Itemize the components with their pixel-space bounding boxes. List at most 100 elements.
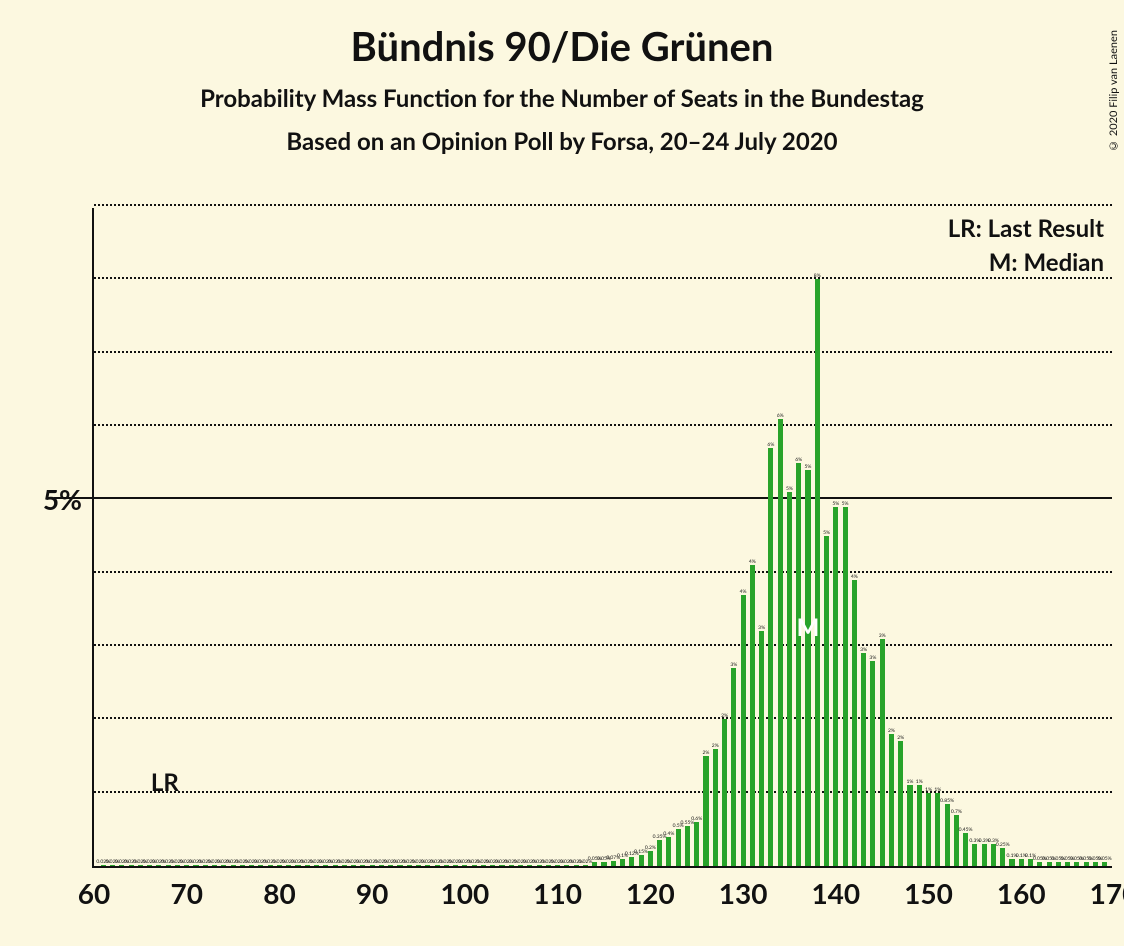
bar-value-label: 4% xyxy=(740,589,747,595)
histogram-bar: 0.02% xyxy=(546,865,551,866)
histogram-bar: 5% xyxy=(824,536,829,866)
histogram-bar: 5% xyxy=(843,507,848,866)
histogram-bar: 6% xyxy=(796,463,801,866)
histogram-bar: 0.02% xyxy=(323,865,328,866)
x-axis-tick: 80 xyxy=(263,876,295,910)
histogram-bar: 0.02% xyxy=(147,865,152,866)
histogram-bar: 0.35% xyxy=(657,840,662,866)
histogram-bar: 0.02% xyxy=(425,865,430,866)
histogram-bar: 0.02% xyxy=(138,865,143,866)
bar-value-label: 0.05% xyxy=(1098,856,1112,862)
histogram-bar: 0.02% xyxy=(101,865,106,866)
histogram-bar: 2% xyxy=(889,734,894,866)
histogram-bar: 0.25% xyxy=(1000,848,1005,866)
bar-value-label: 3% xyxy=(879,633,886,639)
histogram-bar: 0.02% xyxy=(435,865,440,866)
histogram-bar: 0.02% xyxy=(481,865,486,866)
bar-value-label: 0.25% xyxy=(996,842,1010,848)
histogram-bar: 0.45% xyxy=(963,833,968,866)
histogram-bar: 0.2% xyxy=(648,851,653,866)
histogram-bar: 0.02% xyxy=(295,865,300,866)
bar-value-label: 2% xyxy=(897,735,904,741)
bar-value-label: 0.45% xyxy=(959,827,973,833)
legend-m: M: Median xyxy=(989,248,1104,277)
histogram-bar: 0.02% xyxy=(212,865,217,866)
bar-value-label: 0.4% xyxy=(663,831,674,837)
histogram-bar: 0.02% xyxy=(240,865,245,866)
bar-value-label: 1% xyxy=(934,787,941,793)
copyright-text: © 2020 Filip van Laenen xyxy=(1107,30,1120,152)
x-axis-tick: 160 xyxy=(997,876,1046,910)
histogram-bar: 3% xyxy=(759,631,764,866)
histogram-bar: 0.55% xyxy=(685,826,690,866)
bar-value-label: 0.2% xyxy=(645,845,656,851)
histogram-bar: 0.02% xyxy=(333,865,338,866)
histogram-bar: 0.02% xyxy=(277,865,282,866)
histogram-bar: 0.85% xyxy=(945,804,950,866)
histogram-bar: 0.1% xyxy=(620,859,625,866)
histogram-bar: 0.05% xyxy=(1093,862,1098,866)
bar-value-label: 3% xyxy=(730,662,737,668)
histogram-bar: 3% xyxy=(870,661,875,866)
x-axis-tick: 60 xyxy=(78,876,110,910)
bar-value-label: 3% xyxy=(758,625,765,631)
histogram-bar: 4% xyxy=(741,595,746,866)
histogram-bar: 0.05% xyxy=(1056,862,1061,866)
histogram-bar: 0.02% xyxy=(518,865,523,866)
bar-value-label: 4% xyxy=(749,559,756,565)
histogram-bar: 3% xyxy=(731,668,736,866)
lr-marker: LR xyxy=(151,768,179,797)
histogram-bar: 0.02% xyxy=(286,865,291,866)
histogram-bar: 0.02% xyxy=(490,865,495,866)
histogram-bar: 0.02% xyxy=(583,865,588,866)
histogram-bar: 0.05% xyxy=(1037,862,1042,866)
histogram-bar: 0.05% xyxy=(592,862,597,866)
bar-value-label: 6% xyxy=(777,413,784,419)
histogram-bar: 0.3% xyxy=(972,844,977,866)
histogram-bar: 0.05% xyxy=(1047,862,1052,866)
x-axis-tick: 90 xyxy=(356,876,388,910)
x-axis-tick: 110 xyxy=(533,876,582,910)
histogram-bar: 0.02% xyxy=(119,865,124,866)
histogram-bar: 0.02% xyxy=(203,865,208,866)
bar-value-label: 2% xyxy=(712,743,719,749)
x-axis-tick: 130 xyxy=(719,876,768,910)
histogram-bar: 0.6% xyxy=(694,822,699,866)
bar-value-label: 0.85% xyxy=(940,798,954,804)
legend-lr: LR: Last Result xyxy=(948,214,1104,243)
histogram-bar: 6% xyxy=(778,419,783,866)
histogram-bar: 0.02% xyxy=(416,865,421,866)
bar-value-label: 1% xyxy=(907,779,914,785)
histogram-bar: 0.05% xyxy=(1084,862,1089,866)
histogram-bar: 0.02% xyxy=(184,865,189,866)
histogram-bar: 0.02% xyxy=(129,865,134,866)
histogram-bar: 0.02% xyxy=(472,865,477,866)
bar-value-label: 5% xyxy=(832,501,839,507)
histogram-bar: 4% xyxy=(852,580,857,866)
histogram-bar: 4% xyxy=(750,565,755,866)
histogram-bar: 0.12% xyxy=(629,857,634,866)
bar-value-label: 6% xyxy=(767,442,774,448)
histogram-bar: 0.02% xyxy=(388,865,393,866)
chart-subtitle-2: Based on an Opinion Poll by Forsa, 20–24… xyxy=(0,127,1124,156)
histogram-bar: 0.1% xyxy=(1009,859,1014,866)
histogram-bar: 5% xyxy=(805,470,810,866)
median-marker: M xyxy=(797,613,820,642)
histogram-bar: 0.1% xyxy=(1019,859,1024,866)
x-axis-tick: 100 xyxy=(441,876,490,910)
histogram-bar: 0.3% xyxy=(982,844,987,866)
histogram-bar: 0.02% xyxy=(555,865,560,866)
histogram-bar: 0.02% xyxy=(221,865,226,866)
histogram-bar: 0.02% xyxy=(342,865,347,866)
histogram-bar: 0.02% xyxy=(444,865,449,866)
bar-value-label: 6% xyxy=(795,457,802,463)
bar-value-label: 5% xyxy=(786,486,793,492)
bar-value-label: 1% xyxy=(925,787,932,793)
histogram-bar: 2% xyxy=(722,719,727,866)
bar-value-label: 3% xyxy=(869,655,876,661)
histogram-bar: 0.02% xyxy=(156,865,161,866)
bar-value-label: 0.7% xyxy=(951,809,962,815)
x-axis-tick: 70 xyxy=(170,876,202,910)
histogram-bar: 0.4% xyxy=(666,837,671,866)
histogram-bar: 0.02% xyxy=(564,865,569,866)
